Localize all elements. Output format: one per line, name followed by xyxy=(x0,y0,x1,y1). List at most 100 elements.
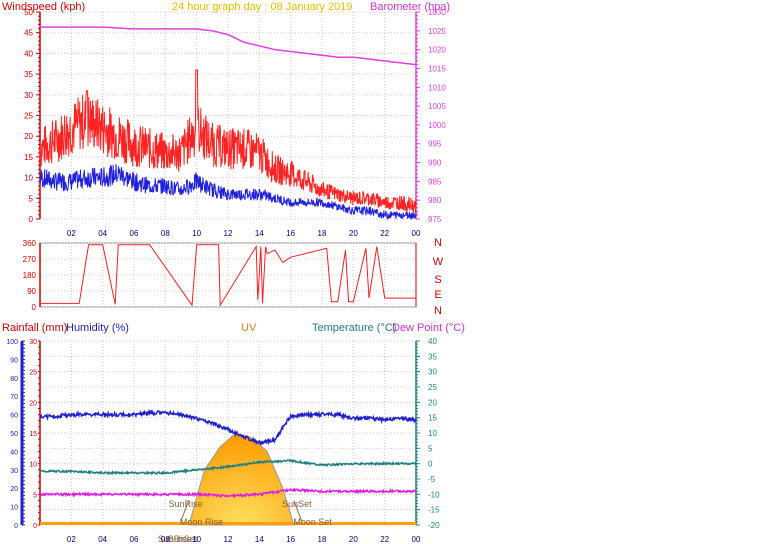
baro-tick-label: 1030 xyxy=(428,8,446,17)
baro-tick-label: 985 xyxy=(428,177,442,186)
rain-tick-label: 15 xyxy=(29,431,37,438)
wind-tick-label: 10 xyxy=(24,174,33,183)
direction-series-line xyxy=(40,244,416,307)
baro-tick-label: 980 xyxy=(428,196,442,205)
wind-tick-label: 20 xyxy=(24,132,33,141)
climate-panel: -20-15-10-505101520253035400102030405060… xyxy=(6,337,440,544)
wind-tick-label: 40 xyxy=(24,49,33,58)
sun-moon-label: SunRise xyxy=(158,534,192,544)
temp-tick-label: 0 xyxy=(428,460,433,469)
gust-series-line xyxy=(39,69,417,214)
baro-tick-label: 990 xyxy=(428,159,442,168)
wind-x-tick-label: 00 xyxy=(412,229,421,238)
wind-tick-label: 35 xyxy=(24,70,33,79)
humidity-tick-label: 10 xyxy=(10,505,18,512)
uv-title: UV xyxy=(241,322,257,334)
temp-tick-label: 40 xyxy=(428,337,437,346)
wind-x-tick-label: 02 xyxy=(67,229,76,238)
barometer-series-line xyxy=(40,26,417,66)
wind-x-tick-label: 14 xyxy=(255,229,264,238)
temp-tick-label: 10 xyxy=(428,429,437,438)
wind-x-tick-label: 20 xyxy=(349,229,358,238)
direction-tick-label: 360 xyxy=(23,239,37,248)
temp-tick-label: 35 xyxy=(428,352,437,361)
temp-tick-label: -10 xyxy=(428,490,440,499)
wind-x-tick-label: 12 xyxy=(224,229,233,238)
direction-tick-label: 90 xyxy=(27,287,36,296)
rain-tick-label: 25 xyxy=(29,370,37,377)
temperature-series-line xyxy=(39,458,417,476)
wind-x-tick-label: 16 xyxy=(286,229,295,238)
humidity-title: Humidity (%) xyxy=(66,322,129,334)
wind-tick-label: 25 xyxy=(24,112,33,121)
rain-title: Rainfall (mm) xyxy=(2,322,67,334)
wind-x-tick-label: 08 xyxy=(161,229,170,238)
wind-tick-label: 0 xyxy=(29,215,34,224)
humidity-tick-label: 90 xyxy=(10,357,18,364)
wind-tick-label: 15 xyxy=(24,153,33,162)
direction-tick-label: 270 xyxy=(23,255,37,264)
direction-tick-label: 0 xyxy=(32,303,37,312)
baro-tick-label: 975 xyxy=(428,215,442,224)
climate-x-tick-label: 16 xyxy=(286,535,295,544)
sun-moon-label: SunSet xyxy=(282,499,312,509)
dewpoint-title: Dew Point (°C) xyxy=(392,322,465,334)
baro-tick-label: 1025 xyxy=(428,27,446,36)
humidity-tick-label: 70 xyxy=(10,394,18,401)
climate-x-tick-label: 04 xyxy=(98,535,107,544)
compass-label: W xyxy=(433,256,444,268)
temp-tick-label: 20 xyxy=(428,398,437,407)
temp-tick-label: -5 xyxy=(428,475,436,484)
compass-label: E xyxy=(434,289,441,301)
humidity-tick-label: 20 xyxy=(10,486,18,493)
baro-tick-label: 1005 xyxy=(428,102,446,111)
sunset-marker xyxy=(293,500,304,526)
wind-tick-label: 30 xyxy=(24,91,33,100)
humidity-tick-label: 60 xyxy=(10,413,18,420)
humidity-tick-label: 80 xyxy=(10,376,18,383)
sun-moon-label: SunSet xyxy=(168,534,198,544)
humidity-tick-label: 0 xyxy=(14,523,18,530)
wind-x-tick-label: 22 xyxy=(380,229,389,238)
sun-moon-label: SunRise xyxy=(169,499,203,509)
humidity-tick-label: 30 xyxy=(10,468,18,475)
wind-title: Windspeed (kph) xyxy=(2,1,85,13)
climate-x-tick-label: 12 xyxy=(224,535,233,544)
temp-tick-label: 15 xyxy=(428,414,437,423)
direction-tick-label: 180 xyxy=(23,271,37,280)
dewpoint-series-line xyxy=(39,487,417,499)
climate-x-tick-label: 10 xyxy=(192,535,201,544)
baro-tick-label: 1010 xyxy=(428,83,446,92)
wind-panel: 0510152025303540455097598098599099510001… xyxy=(24,8,446,238)
wind-x-tick-label: 04 xyxy=(98,229,107,238)
temperature-title: Temperature (°C) xyxy=(312,322,396,334)
climate-x-tick-label: 02 xyxy=(67,535,76,544)
humidity-tick-label: 100 xyxy=(6,339,18,346)
temp-tick-label: 5 xyxy=(428,444,433,453)
rain-tick-label: 20 xyxy=(29,400,37,407)
wind-x-tick-label: 06 xyxy=(130,229,139,238)
climate-x-tick-label: 00 xyxy=(412,535,421,544)
sunrise-marker xyxy=(178,500,190,526)
average-series-line xyxy=(39,164,417,221)
wind-tick-label: 45 xyxy=(24,29,33,38)
baro-tick-label: 1015 xyxy=(428,64,446,73)
rain-tick-label: 30 xyxy=(29,339,37,346)
humidity-tick-label: 40 xyxy=(10,449,18,456)
climate-x-tick-label: 22 xyxy=(380,535,389,544)
compass-label: N xyxy=(434,237,442,249)
temp-tick-label: 25 xyxy=(428,383,437,392)
wind-x-tick-label: 18 xyxy=(318,229,327,238)
temp-tick-label: 30 xyxy=(428,368,437,377)
climate-x-tick-label: 18 xyxy=(318,535,327,544)
sun-moon-label: Moon Set xyxy=(293,517,332,527)
climate-x-tick-label: 08 xyxy=(161,535,170,544)
climate-x-tick-label: 06 xyxy=(130,535,139,544)
horizon-band xyxy=(40,522,416,525)
temp-tick-label: -15 xyxy=(428,506,440,515)
climate-x-tick-label: 14 xyxy=(255,535,264,544)
rain-tick-label: 10 xyxy=(29,462,37,469)
wind-tick-label: 5 xyxy=(29,194,34,203)
